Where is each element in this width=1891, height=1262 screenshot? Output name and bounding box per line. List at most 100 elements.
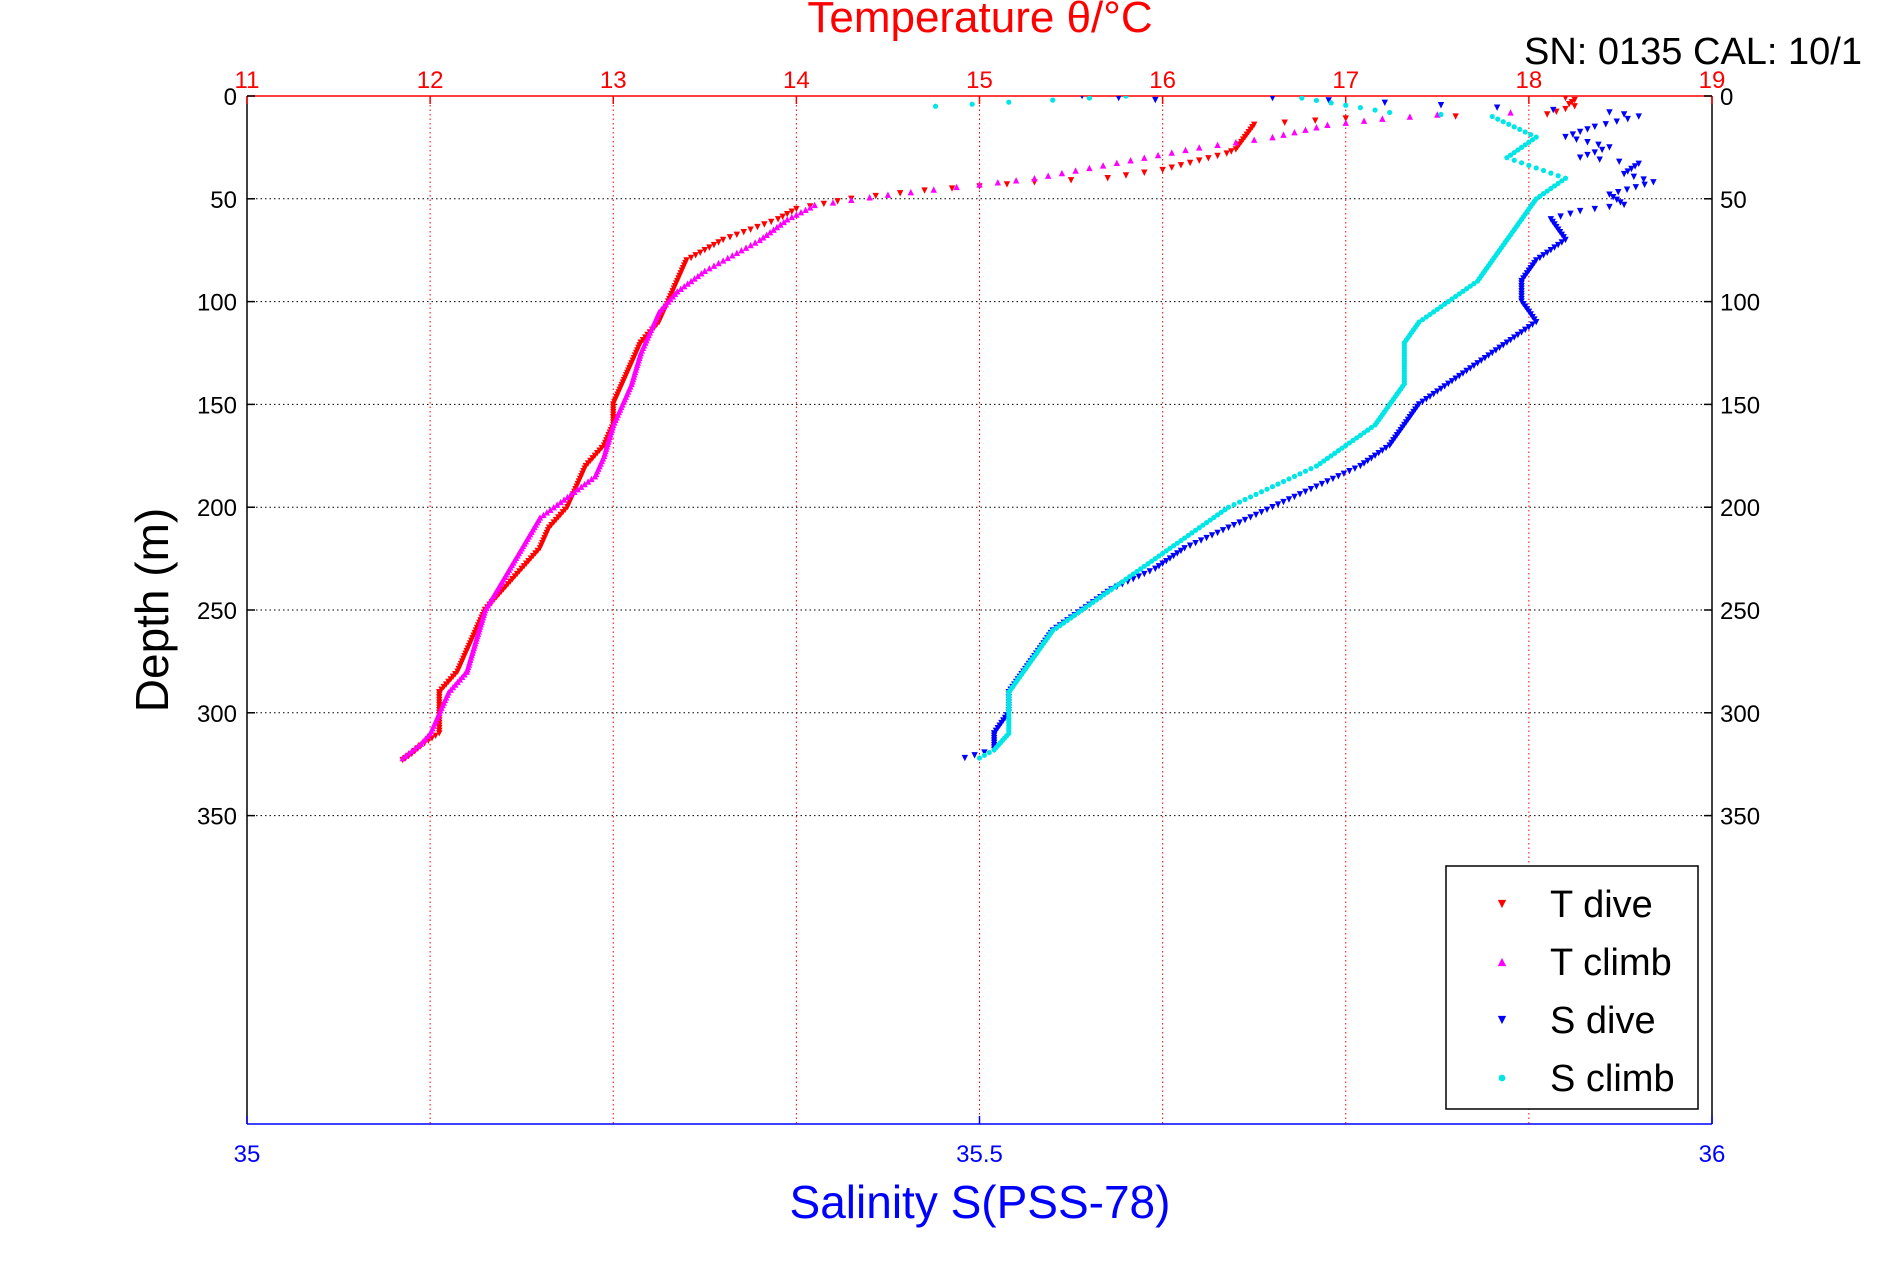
data-point	[1529, 137, 1536, 143]
data-point	[994, 179, 1002, 186]
data-point	[1584, 139, 1591, 146]
data-point	[1379, 115, 1386, 122]
data-point	[1475, 278, 1481, 284]
data-point	[1168, 149, 1175, 156]
data-point	[1222, 507, 1228, 513]
data-point	[1551, 244, 1558, 251]
data-point	[1247, 494, 1254, 500]
data-point	[1495, 116, 1501, 122]
data-point	[1072, 612, 1078, 618]
data-point	[1208, 532, 1216, 539]
depth-tick-label: 150	[197, 392, 237, 419]
data-point	[1511, 149, 1517, 156]
data-point	[414, 742, 422, 750]
data-point	[1423, 396, 1430, 403]
data-point	[1571, 103, 1578, 110]
data-point	[797, 208, 805, 216]
depth-tick-labels-left: 0 50 100 150 200 250 300 350	[197, 84, 237, 831]
data-point	[578, 483, 585, 490]
data-point	[724, 254, 731, 262]
data-point	[1460, 288, 1466, 294]
data-point	[1214, 152, 1221, 160]
data-point	[574, 486, 581, 493]
data-point	[1571, 96, 1578, 104]
data-point	[1053, 625, 1060, 631]
data-point	[976, 755, 983, 761]
data-point	[1155, 563, 1163, 570]
depth-tick-label: 50	[1720, 187, 1747, 214]
data-point	[692, 252, 699, 259]
depth-tick-label: 100	[1720, 290, 1760, 317]
data-point	[1613, 196, 1620, 204]
data-point	[1181, 545, 1188, 552]
data-point	[1467, 365, 1474, 372]
salinity-tick-label: 35	[234, 1141, 261, 1168]
data-point	[1225, 504, 1232, 510]
data-point	[1437, 385, 1445, 393]
data-point	[1562, 236, 1569, 244]
depth-tick-label: 0	[224, 84, 237, 111]
data-point	[1211, 514, 1217, 521]
data-point	[719, 257, 727, 264]
data-point	[1360, 117, 1368, 124]
data-point	[1470, 362, 1478, 370]
data-point	[701, 247, 709, 254]
data-point	[788, 213, 795, 221]
data-point	[802, 206, 809, 213]
data-point	[405, 750, 412, 757]
legend-item: S dive	[1497, 1000, 1656, 1042]
data-point	[1449, 296, 1455, 302]
data-point	[1606, 144, 1613, 151]
data-point	[1141, 570, 1148, 578]
data-point	[1269, 484, 1276, 490]
data-point	[1555, 173, 1561, 179]
data-point	[1485, 352, 1492, 359]
data-point	[697, 249, 704, 256]
data-point	[1533, 318, 1540, 326]
data-point	[1620, 170, 1628, 178]
data-point	[1178, 538, 1184, 544]
legend-marker	[1497, 1015, 1507, 1025]
data-point	[1434, 306, 1440, 312]
data-point	[1419, 398, 1426, 406]
data-point	[560, 496, 568, 503]
data-point	[1127, 573, 1133, 580]
data-point	[1307, 486, 1315, 493]
data-point	[1214, 512, 1221, 518]
data-point	[1236, 499, 1243, 505]
depth-tick-label: 350	[197, 804, 237, 831]
depth-tick-label: 200	[197, 495, 237, 522]
data-point	[1576, 154, 1584, 161]
data-point	[1006, 99, 1012, 105]
data-point	[1342, 119, 1349, 126]
data-point	[1507, 336, 1514, 344]
data-point	[1186, 159, 1194, 167]
data-point	[1533, 134, 1539, 140]
data-point	[1492, 347, 1500, 354]
data-point	[1591, 205, 1598, 213]
data-point	[567, 491, 575, 498]
data-point	[1464, 286, 1470, 292]
data-point	[1452, 113, 1459, 120]
data-point	[1152, 556, 1158, 562]
data-point	[834, 198, 841, 205]
data-point	[1214, 141, 1221, 149]
data-point	[1057, 622, 1063, 629]
data-point	[1540, 191, 1547, 197]
data-point	[1441, 383, 1448, 390]
data-point	[1159, 560, 1166, 567]
data-point	[1442, 301, 1448, 307]
data-point	[784, 211, 791, 218]
data-point	[1205, 155, 1212, 162]
data-point	[884, 191, 892, 198]
depth-tick-label: 300	[1720, 701, 1760, 728]
data-point	[788, 208, 795, 215]
data-point	[1313, 124, 1320, 131]
data-point	[1365, 427, 1371, 433]
data-point	[1218, 509, 1224, 515]
data-point	[1438, 111, 1444, 118]
data-point	[726, 234, 734, 241]
data-point	[932, 103, 939, 109]
data-point	[1050, 97, 1056, 103]
